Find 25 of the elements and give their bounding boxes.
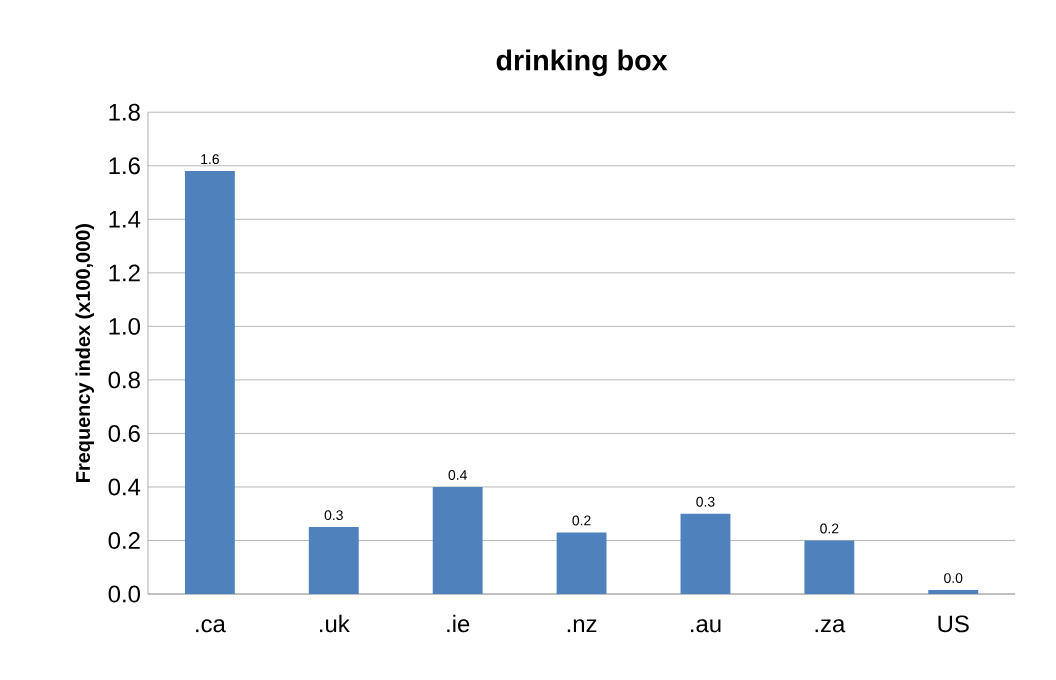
x-tick-label: .au	[691, 619, 721, 633]
x-tick-label: US	[938, 615, 969, 633]
y-axis-title: Frequency index (x100,000)	[75, 223, 94, 482]
y-tick-label: 1.0	[109, 317, 140, 335]
y-tick-label: 1.8	[109, 103, 140, 121]
y-tick-label: 0.4	[108, 478, 141, 496]
x-tick-label: .ie	[447, 614, 470, 633]
y-tick-label: 1.2	[109, 264, 140, 282]
y-tick-label: 0.6	[108, 424, 140, 442]
y-tick-label: 0.0	[108, 585, 140, 603]
bar	[432, 486, 483, 594]
x-tick-label: .uk	[320, 614, 350, 633]
bar	[556, 532, 607, 594]
bar	[680, 513, 731, 594]
chart-title: drinking box	[496, 49, 668, 77]
bar	[184, 171, 235, 594]
bar	[804, 540, 855, 594]
bar	[308, 527, 359, 594]
y-tick-label: 0.2	[108, 531, 140, 549]
x-tick-label: .za	[815, 619, 846, 633]
x-tick-label: .ca	[196, 619, 226, 633]
y-tick-label: 1.4	[109, 210, 141, 228]
x-tick-label: .nz	[567, 619, 597, 632]
y-tick-label: 1.6	[109, 157, 140, 175]
y-tick-label: 0.8	[108, 371, 140, 389]
